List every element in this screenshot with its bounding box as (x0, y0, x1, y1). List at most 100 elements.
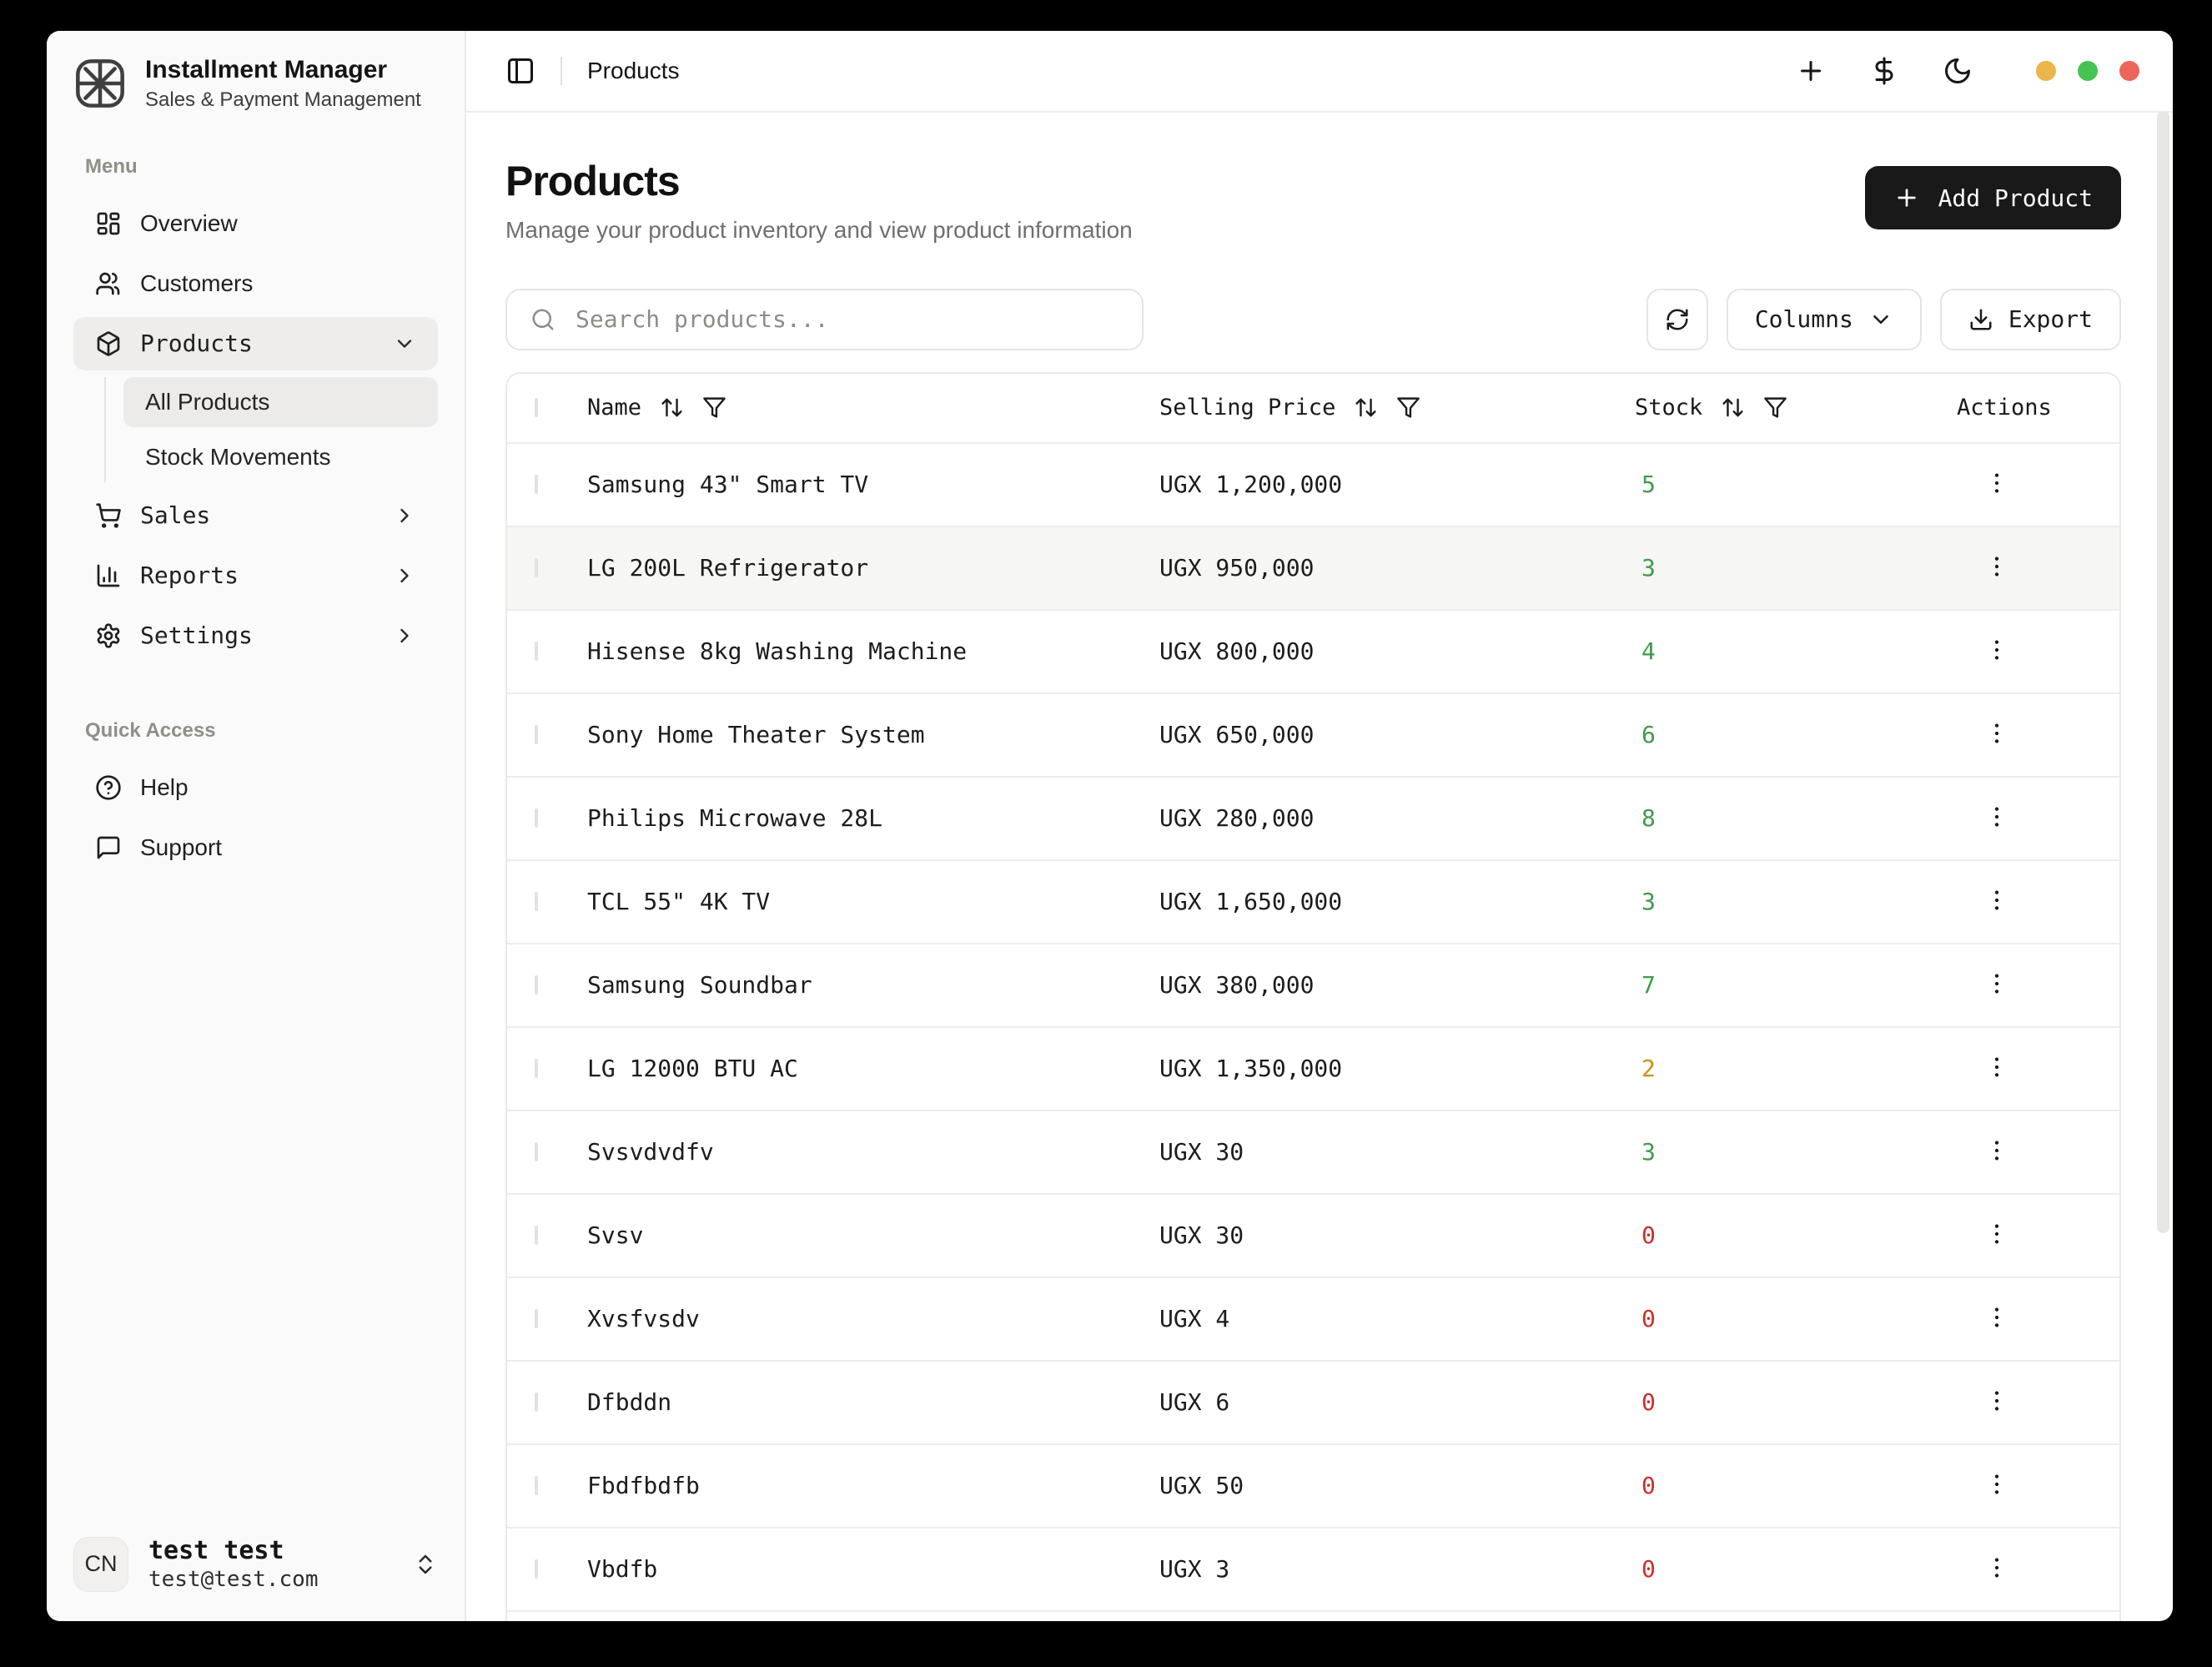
table-row[interactable]: Philips Microwave 28L UGX 280,000 8 (507, 775, 2119, 859)
product-name: Philips Microwave 28L (587, 804, 883, 832)
row-actions-menu-icon[interactable] (1983, 1471, 2010, 1498)
product-price: UGX 380,000 (1159, 971, 1315, 999)
sidebar-item-products[interactable]: Products (73, 316, 438, 370)
table-row[interactable]: LG 200L Refrigerator UGX 950,000 3 (507, 525, 2119, 609)
row-actions-menu-icon[interactable] (1983, 1221, 2010, 1247)
sort-icon[interactable] (1354, 395, 1378, 420)
product-stock: 4 (1641, 637, 1656, 665)
sidebar-item-reports[interactable]: Reports (73, 549, 438, 602)
row-checkbox[interactable] (535, 475, 538, 494)
search-input[interactable] (574, 305, 1119, 334)
sidebar: Installment Manager Sales & Payment Mana… (47, 31, 466, 1621)
product-stock: 5 (1641, 471, 1656, 498)
product-price: UGX 950,000 (1159, 554, 1315, 582)
sidebar-subitem-all-products[interactable]: All Products (123, 376, 438, 427)
row-checkbox[interactable] (535, 1142, 538, 1161)
sidebar-item-overview[interactable]: Overview (73, 197, 438, 250)
filter-icon[interactable] (1763, 395, 1787, 420)
menu-section-label: Menu (85, 154, 138, 178)
sidebar-item-support[interactable]: Support (73, 821, 438, 874)
row-checkbox[interactable] (535, 1476, 538, 1495)
row-actions-menu-icon[interactable] (1983, 720, 2010, 747)
status-dot-green[interactable] (2078, 61, 2098, 81)
sidebar-subitem-stock-movements[interactable]: Stock Movements (123, 432, 438, 482)
sidebar-toggle-icon[interactable] (505, 56, 535, 86)
table-row[interactable]: Samsung Soundbar UGX 380,000 7 (507, 942, 2119, 1026)
product-name: Svsvdvdfv (587, 1138, 714, 1166)
sidebar-item-settings[interactable]: Settings (73, 609, 438, 662)
add-product-button[interactable]: Add Product (1864, 166, 2121, 229)
row-actions-menu-icon[interactable] (1983, 1054, 2010, 1080)
page-content: Products Manage your product inventory a… (466, 113, 2173, 1621)
status-dot-yellow[interactable] (2036, 61, 2056, 81)
sidebar-item-help[interactable]: Help (73, 761, 438, 814)
filter-icon[interactable] (702, 395, 726, 420)
topbar-divider (561, 57, 562, 85)
sidebar-nav: Overview Customers Products All Products… (73, 197, 438, 669)
table-row[interactable]: Sony Home Theater System UGX 650,000 6 (507, 692, 2119, 776)
filter-icon[interactable] (1396, 395, 1420, 420)
user-menu[interactable]: CN test test test@test.com (73, 1536, 438, 1594)
products-table: Name Selling Price Stock (505, 371, 2121, 1622)
row-checkbox[interactable] (535, 725, 538, 744)
row-actions-menu-icon[interactable] (1983, 970, 2010, 997)
table-row[interactable]: LG 12000 BTU AC UGX 1,350,000 2 (507, 1025, 2119, 1110)
row-checkbox[interactable] (535, 1559, 538, 1579)
row-checkbox[interactable] (535, 1226, 538, 1245)
row-actions-menu-icon[interactable] (1983, 637, 2010, 663)
table-row[interactable]: Fbdfbdfb UGX 50 0 (507, 1443, 2119, 1527)
table-row[interactable]: Hisense 8kg Washing Machine UGX 800,000 … (507, 608, 2119, 692)
app-brand: Installment Manager Sales & Payment Mana… (73, 56, 438, 112)
row-actions-menu-icon[interactable] (1983, 803, 2010, 830)
table-row[interactable]: Bdfn UGX 6 0 (507, 1609, 2119, 1622)
row-actions-menu-icon[interactable] (1983, 1304, 2010, 1331)
row-checkbox[interactable] (535, 642, 538, 661)
table-row[interactable]: Vbdfb UGX 3 0 (507, 1526, 2119, 1610)
bar-chart-icon (97, 564, 120, 587)
app-window: Installment Manager Sales & Payment Mana… (47, 31, 2173, 1621)
row-checkbox[interactable] (535, 1393, 538, 1412)
message-square-icon (97, 836, 120, 859)
row-checkbox[interactable] (535, 1309, 538, 1328)
table-row[interactable]: Svsv UGX 30 0 (507, 1192, 2119, 1277)
table-row[interactable]: Dfbddn UGX 6 0 (507, 1359, 2119, 1443)
status-dot-red[interactable] (2119, 61, 2139, 81)
sort-icon[interactable] (660, 395, 684, 420)
app-logo-icon (76, 59, 124, 108)
breadcrumb: Products (587, 58, 680, 83)
product-price: UGX 800,000 (1159, 637, 1315, 665)
refresh-button[interactable] (1646, 288, 1708, 350)
row-checkbox[interactable] (535, 1059, 538, 1078)
product-price: UGX 30 (1159, 1138, 1244, 1166)
product-stock: 0 (1641, 1388, 1656, 1416)
row-checkbox[interactable] (535, 892, 538, 911)
row-actions-menu-icon[interactable] (1983, 470, 2010, 496)
export-button[interactable]: Export (1939, 288, 2121, 350)
product-name: Hisense 8kg Washing Machine (587, 637, 968, 665)
row-checkbox[interactable] (535, 808, 538, 828)
vertical-scrollbar[interactable] (2157, 111, 2169, 1233)
plus-icon[interactable] (1796, 56, 1826, 86)
chevron-right-icon (400, 628, 409, 642)
row-actions-menu-icon[interactable] (1983, 1387, 2010, 1414)
row-checkbox[interactable] (535, 558, 538, 577)
column-header-price: Selling Price (1159, 395, 1635, 421)
table-row[interactable]: Xvsfvsdv UGX 4 0 (507, 1276, 2119, 1360)
sort-icon[interactable] (1721, 395, 1745, 420)
row-checkbox[interactable] (535, 975, 538, 995)
table-row[interactable]: Svsvdvdfv UGX 30 3 (507, 1109, 2119, 1193)
sidebar-item-sales[interactable]: Sales (73, 489, 438, 542)
row-actions-menu-icon[interactable] (1983, 553, 2010, 580)
row-actions-menu-icon[interactable] (1983, 1554, 2010, 1581)
table-row[interactable]: TCL 55" 4K TV UGX 1,650,000 3 (507, 859, 2119, 943)
dollar-icon[interactable] (1869, 56, 1899, 86)
row-actions-menu-icon[interactable] (1983, 1137, 2010, 1164)
sidebar-item-customers[interactable]: Customers (73, 257, 438, 310)
chevron-right-icon (400, 568, 409, 582)
row-actions-menu-icon[interactable] (1983, 887, 2010, 914)
product-stock: 0 (1641, 1555, 1656, 1583)
moon-icon[interactable] (1943, 56, 1973, 86)
select-all-checkbox[interactable] (535, 398, 538, 417)
columns-dropdown[interactable]: Columns (1726, 288, 1922, 350)
table-row[interactable]: Samsung 43" Smart TV UGX 1,200,000 5 (507, 441, 2119, 526)
